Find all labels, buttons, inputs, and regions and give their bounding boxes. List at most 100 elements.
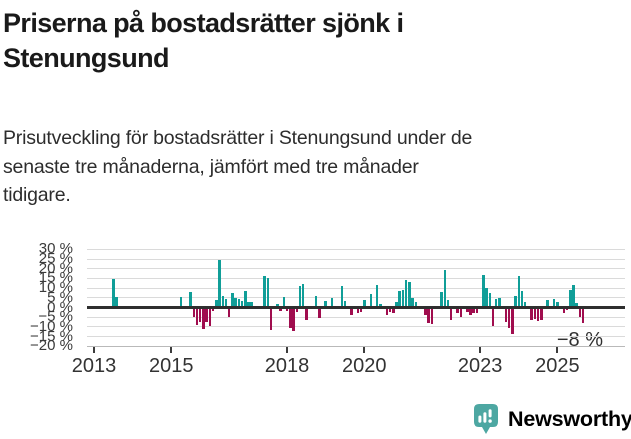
bar xyxy=(324,300,327,308)
bar xyxy=(247,301,250,308)
page-title-line2: Stenungsund xyxy=(3,43,169,73)
bar xyxy=(395,301,398,308)
bar xyxy=(375,284,379,308)
chart-description-line1: Prisutveckling för bostadsrätter i Stenu… xyxy=(3,127,473,149)
bar xyxy=(546,299,549,308)
bar xyxy=(388,307,392,312)
bar xyxy=(195,307,199,325)
x-axis-tick xyxy=(363,347,366,353)
x-tick-label: 2020 xyxy=(342,355,387,377)
bar xyxy=(298,286,302,308)
bar xyxy=(301,284,305,308)
bar xyxy=(218,260,221,308)
bar xyxy=(215,299,218,308)
gridline xyxy=(87,248,625,250)
bar xyxy=(469,307,472,315)
bar xyxy=(285,307,289,311)
bar xyxy=(459,307,463,317)
bar xyxy=(523,301,527,308)
bar xyxy=(279,307,282,312)
newsworthy-branding[interactable]: Newsworthy xyxy=(474,403,631,435)
bar xyxy=(456,307,459,314)
bar xyxy=(250,301,253,308)
bar xyxy=(289,307,292,328)
bar xyxy=(295,307,298,313)
bar xyxy=(227,307,231,317)
bar xyxy=(266,278,269,308)
gridline xyxy=(87,316,625,318)
x-axis-tick xyxy=(556,347,559,353)
bar xyxy=(530,307,533,320)
bar xyxy=(363,299,366,308)
bar xyxy=(234,297,237,308)
bar xyxy=(446,299,450,308)
x-axis-tick xyxy=(479,347,482,353)
gridline xyxy=(87,277,625,279)
bar xyxy=(340,286,343,308)
bar xyxy=(540,307,543,320)
bar xyxy=(424,307,427,315)
bar xyxy=(205,307,208,323)
y-tick-label: 20 % xyxy=(38,259,73,277)
bar xyxy=(449,307,453,320)
x-tick-label: 2025 xyxy=(535,355,580,377)
gridline xyxy=(87,345,625,347)
bar xyxy=(466,307,469,312)
zero-axis-line xyxy=(87,306,625,309)
bar xyxy=(488,293,491,308)
gridline xyxy=(87,326,625,328)
y-tick-label: −20 % xyxy=(30,337,73,355)
chart-description-line3: tidigare. xyxy=(3,184,71,206)
x-axis-tick xyxy=(170,347,173,353)
page-title-line1: Priserna på bostadsrätter sjönk i xyxy=(3,8,404,38)
y-tick-label: 30 % xyxy=(38,240,73,258)
bar xyxy=(556,301,559,308)
bar xyxy=(504,307,508,322)
gridline xyxy=(87,258,625,260)
bar xyxy=(350,307,353,315)
bar xyxy=(430,307,434,324)
bar xyxy=(211,307,215,311)
bar xyxy=(115,297,118,308)
bar xyxy=(511,307,514,335)
bar xyxy=(404,279,408,308)
bar xyxy=(498,298,501,308)
bar xyxy=(305,307,308,320)
bar xyxy=(198,307,202,323)
bar xyxy=(401,290,405,308)
bar xyxy=(440,292,443,308)
y-tick-label: 10 % xyxy=(38,279,73,297)
bar xyxy=(485,288,488,308)
bar xyxy=(385,307,389,315)
bar xyxy=(514,296,517,308)
bar xyxy=(189,292,192,308)
bar xyxy=(569,289,572,308)
bar xyxy=(244,291,247,308)
bar xyxy=(224,299,228,308)
y-tick-label: −5 % xyxy=(38,308,73,326)
bar xyxy=(552,299,556,308)
y-tick-label: 15 % xyxy=(38,269,73,287)
x-tick-label: 2018 xyxy=(264,355,310,377)
price-development-bar-chart: −8 % 30 % 25 % 20 % 15 % 10 % 5 % 0 % −5 % −10 %… xyxy=(0,237,631,379)
y-tick-label: −10 % xyxy=(30,317,73,335)
bar xyxy=(494,299,498,308)
bar xyxy=(318,307,321,319)
bar xyxy=(427,307,430,323)
bar xyxy=(112,279,115,308)
bar xyxy=(392,307,395,314)
bar xyxy=(356,307,360,314)
bar xyxy=(314,296,318,308)
bar xyxy=(507,307,511,329)
bar xyxy=(517,275,520,308)
bar xyxy=(231,292,234,308)
bar xyxy=(192,307,195,318)
x-tick-label: 2013 xyxy=(71,355,117,377)
bar xyxy=(572,284,575,308)
bar xyxy=(208,307,212,326)
bar xyxy=(411,298,414,308)
bar xyxy=(578,307,582,317)
last-value-annotation: −8 % xyxy=(556,329,603,351)
gridline xyxy=(87,336,625,338)
